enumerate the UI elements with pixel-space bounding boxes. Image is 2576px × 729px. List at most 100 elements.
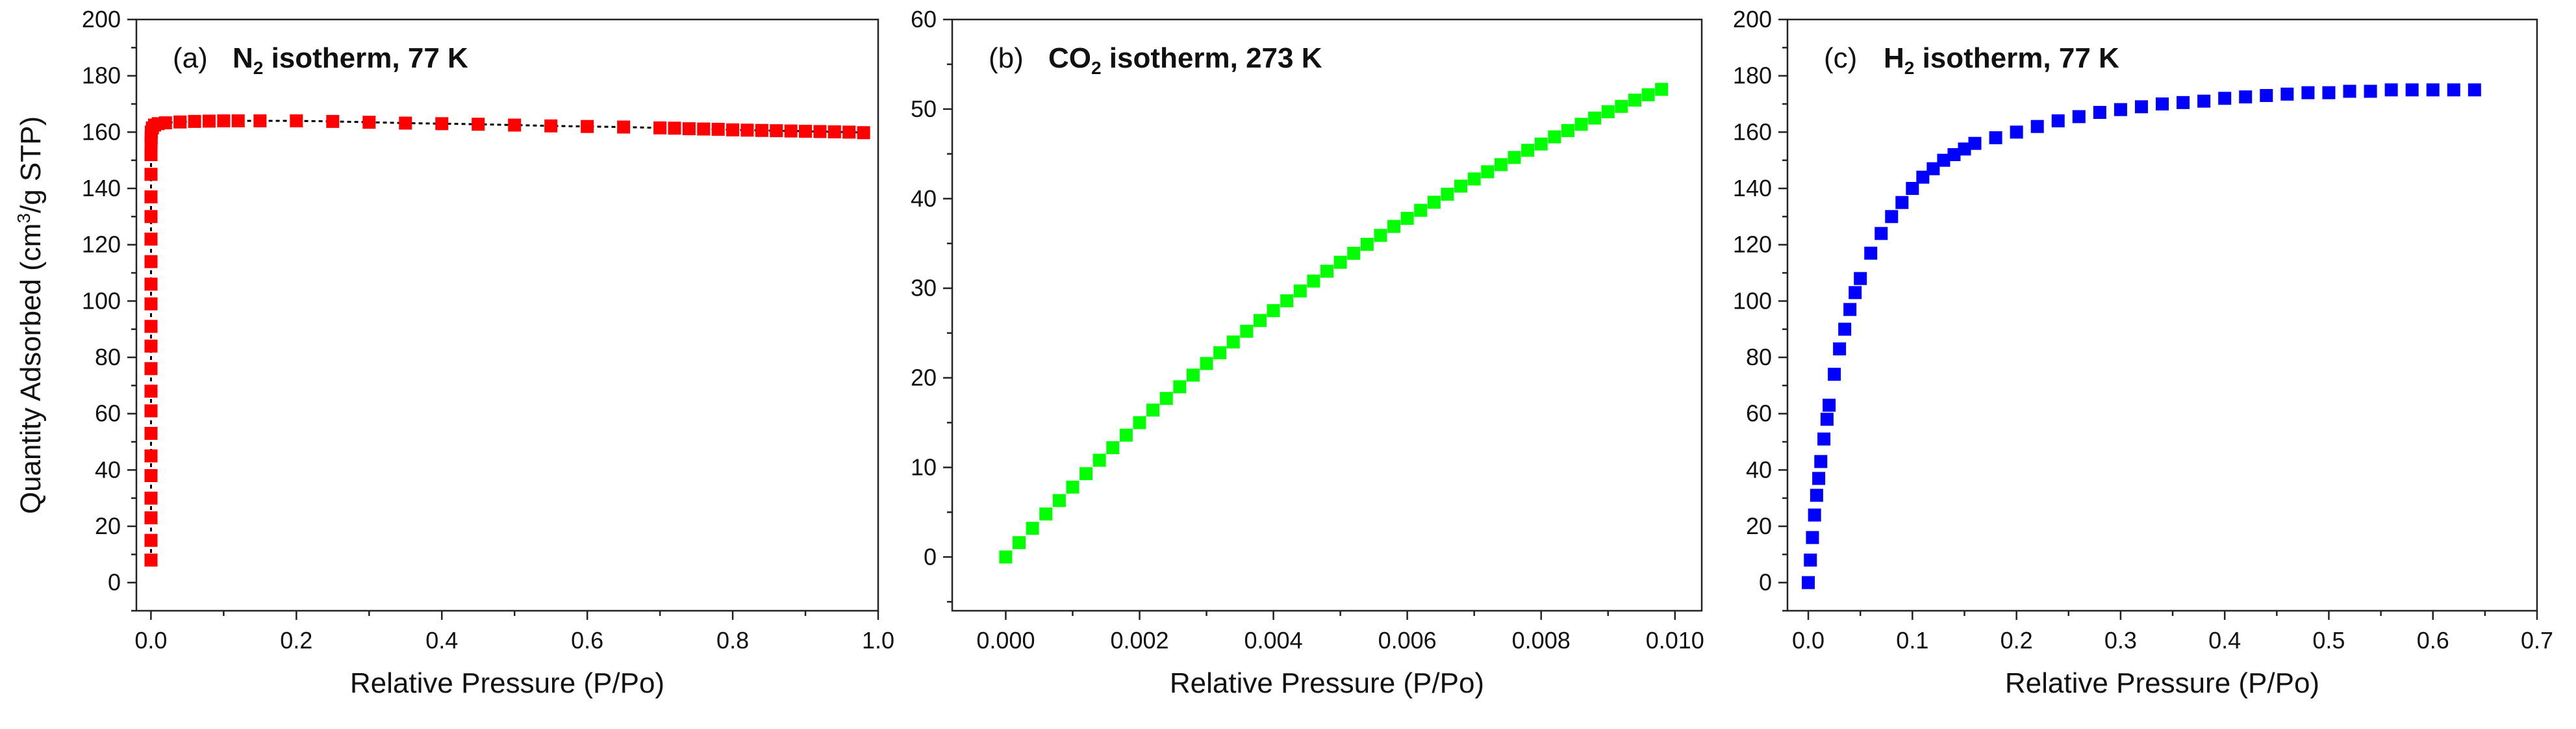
data-point xyxy=(1838,322,1852,336)
data-point xyxy=(144,277,158,291)
data-point xyxy=(770,124,783,138)
data-point xyxy=(144,297,158,311)
panel-tag: (c) xyxy=(1824,42,1857,74)
data-point xyxy=(1333,255,1347,269)
data-point xyxy=(711,123,725,136)
data-point xyxy=(144,190,158,203)
data-point xyxy=(1039,507,1053,521)
data-point xyxy=(1106,441,1120,455)
chart-panel-b: 0.000 0.002 0.004 0.006 0.008 0.010 0 10 20 30 40 5… xyxy=(911,6,1704,699)
y-tick-label: 160 xyxy=(1733,118,1772,145)
data-point xyxy=(1823,398,1836,412)
y-tick-label: 200 xyxy=(1733,6,1772,32)
data-point xyxy=(2447,83,2460,97)
data-point xyxy=(2030,120,2044,133)
data-point xyxy=(1133,416,1146,429)
data-point xyxy=(2134,100,2148,114)
data-point xyxy=(508,118,522,132)
data-point xyxy=(653,121,667,134)
x-tick-label: 0.6 xyxy=(571,627,603,654)
data-point xyxy=(1812,472,1826,485)
y-tick-label: 20 xyxy=(1746,513,1772,539)
data-point xyxy=(399,116,412,130)
data-point xyxy=(2426,83,2440,97)
data-point xyxy=(1521,144,1535,157)
data-point xyxy=(158,116,172,130)
panel-title-subscript: 2 xyxy=(1091,58,1102,78)
y-axis-title-part: /g STP) xyxy=(15,116,47,213)
data-point xyxy=(1374,229,1387,242)
y-tick-label: 10 xyxy=(911,454,937,480)
data-point xyxy=(1828,368,1841,381)
chart-panel-c: 0.0 0.1 0.2 0.3 0.4 0.5 0.6 0.7 0 20 40 60 80 100 120 1… xyxy=(1733,6,2553,699)
x-tick-label: 1.0 xyxy=(862,627,894,654)
data-point xyxy=(1307,274,1320,288)
data-point xyxy=(1817,432,1831,446)
data-point xyxy=(290,114,303,127)
data-point xyxy=(1508,151,1521,164)
y-tick-label: 140 xyxy=(1733,175,1772,201)
data-point xyxy=(1092,454,1106,467)
data-point xyxy=(362,116,376,129)
data-point xyxy=(1347,246,1361,260)
x-axis-title: Relative Pressure (P/Po) xyxy=(350,667,664,699)
data-point xyxy=(173,115,187,129)
data-point xyxy=(144,491,158,505)
data-point xyxy=(1066,480,1080,494)
panel-title-part: isotherm, 273 K xyxy=(1102,42,1322,74)
data-point xyxy=(144,233,158,246)
x-tick-label: 0.5 xyxy=(2312,627,2345,654)
x-tick-label: 0.0 xyxy=(134,627,167,654)
data-point xyxy=(1849,286,1862,300)
panel-title: H2 isotherm, 77 K xyxy=(1884,42,2119,78)
data-point xyxy=(1885,210,1899,224)
x-tick-label: 0.0 xyxy=(1792,627,1825,654)
panel-title: CO2 isotherm, 273 K xyxy=(1048,42,1322,78)
data-point xyxy=(2177,96,2190,109)
data-point xyxy=(1226,335,1240,349)
data-point xyxy=(2156,97,2169,110)
data-point xyxy=(1843,303,1857,316)
data-point xyxy=(1240,324,1254,338)
data-point xyxy=(2343,84,2356,98)
data-point xyxy=(668,122,681,135)
data-point xyxy=(144,404,158,418)
data-series-0 xyxy=(999,83,1669,564)
data-point xyxy=(842,125,856,139)
data-point xyxy=(144,148,158,161)
x-tick-label: 0.008 xyxy=(1512,627,1571,654)
data-point xyxy=(1833,342,1847,355)
data-point xyxy=(1854,272,1867,285)
y-tick-label: 40 xyxy=(911,185,937,212)
panel-title-subscript: 2 xyxy=(253,58,264,78)
data-point xyxy=(1820,413,1834,426)
data-point xyxy=(2384,83,2398,97)
series-line xyxy=(150,120,864,560)
data-point xyxy=(1387,220,1401,233)
data-point xyxy=(231,114,245,127)
data-point xyxy=(1895,196,1909,209)
y-axis-title-part: Quantity Adsorbed (cm xyxy=(15,224,47,515)
x-tick-label: 0.000 xyxy=(976,627,1035,654)
data-point xyxy=(1615,99,1628,113)
data-point xyxy=(1864,246,1878,260)
y-tick-label: 100 xyxy=(1733,287,1772,314)
y-tick-label: 180 xyxy=(82,62,121,89)
data-point xyxy=(1186,368,1200,382)
panel-title-part: H xyxy=(1884,42,1904,74)
panel-title-part: isotherm, 77 K xyxy=(263,42,468,74)
data-point xyxy=(581,120,594,133)
data-point xyxy=(144,511,158,524)
data-point xyxy=(1414,203,1428,217)
data-point xyxy=(1806,531,1819,544)
y-tick-label: 200 xyxy=(82,6,121,32)
data-point xyxy=(1588,111,1602,125)
data-point xyxy=(1574,118,1588,131)
data-point xyxy=(1958,142,1971,156)
y-tick-label: 30 xyxy=(911,275,937,301)
data-point xyxy=(1947,148,1961,161)
data-point xyxy=(1641,88,1655,101)
y-tick-label: 60 xyxy=(95,400,121,427)
data-point xyxy=(1080,467,1093,481)
data-point xyxy=(2260,89,2273,102)
